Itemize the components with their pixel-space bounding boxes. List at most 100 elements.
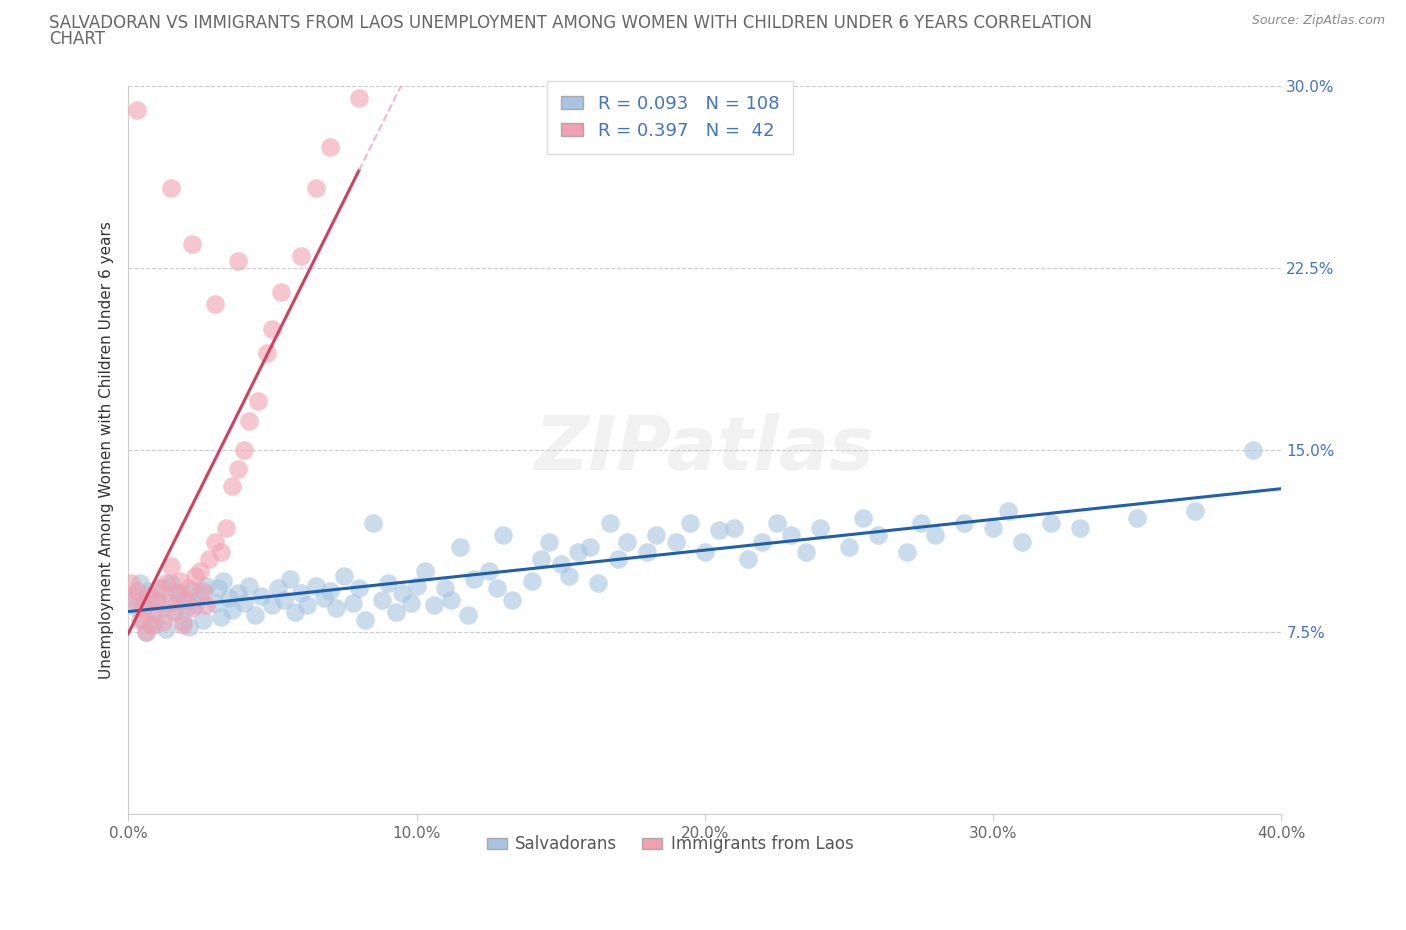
Point [141,593,163,608]
Point [578,539,600,554]
Point [808,520,831,535]
Point [486,581,509,596]
Point [250,588,273,603]
Point [866,527,889,542]
Point [226,253,249,268]
Point [174,593,197,608]
Point [371,593,394,608]
Point [558,568,581,583]
Point [399,595,422,610]
Point [262,321,284,336]
Point [910,515,932,530]
Point [529,551,551,566]
Point [128,612,150,627]
Point [193,612,215,627]
Point [1184,503,1206,518]
Point [636,544,658,559]
Point [478,564,501,578]
Point [204,297,226,312]
Point [226,586,249,601]
Point [215,520,238,535]
Point [120,576,142,591]
Point [141,618,163,632]
Point [157,595,180,610]
Point [143,618,166,632]
Point [567,544,589,559]
Point [125,600,148,615]
Point [188,564,211,578]
Point [267,581,290,596]
Point [180,236,202,251]
Point [122,593,145,608]
Point [172,618,194,632]
Point [195,598,218,613]
Point [794,544,817,559]
Point [232,443,254,458]
Point [218,591,240,605]
Point [852,511,875,525]
Text: CHART: CHART [49,30,105,47]
Point [212,574,235,589]
Point [155,576,177,591]
Point [155,622,177,637]
Point [125,103,148,118]
Point [405,578,427,593]
Point [152,615,174,630]
Point [997,503,1019,518]
Point [550,556,572,571]
Point [122,588,145,603]
Point [174,600,197,615]
Point [262,598,284,613]
Point [423,598,446,613]
Point [180,600,202,615]
Point [163,605,186,620]
Point [278,571,301,586]
Point [180,583,202,598]
Point [270,285,292,299]
Point [169,574,191,589]
Y-axis label: Unemployment Among Women with Children Under 6 years: Unemployment Among Women with Children U… [100,221,114,679]
Point [295,598,318,613]
Point [780,527,803,542]
Point [319,140,342,154]
Point [209,544,232,559]
Point [434,581,457,596]
Point [169,586,191,601]
Point [131,600,153,615]
Point [177,619,200,634]
Point [138,588,160,603]
Point [1126,511,1149,525]
Point [924,527,946,542]
Point [138,583,160,598]
Point [319,583,342,598]
Point [238,414,260,429]
Point [586,576,609,591]
Point [183,598,205,613]
Point [751,535,773,550]
Point [195,578,218,593]
Point [204,535,226,550]
Point [538,535,561,550]
Point [304,578,326,593]
Point [463,571,485,586]
Point [347,581,370,596]
Point [290,248,312,263]
Point [246,394,269,409]
Point [449,539,471,554]
Point [160,180,183,195]
Point [284,605,307,620]
Point [709,523,731,538]
Point [737,551,759,566]
Point [243,607,266,622]
Point [693,544,716,559]
Point [896,544,918,559]
Text: SALVADORAN VS IMMIGRANTS FROM LAOS UNEMPLOYMENT AMONG WOMEN WITH CHILDREN UNDER : SALVADORAN VS IMMIGRANTS FROM LAOS UNEMP… [49,14,1092,32]
Point [838,539,860,554]
Point [188,586,211,601]
Point [166,586,188,601]
Point [226,462,249,477]
Point [135,624,157,639]
Point [1241,443,1264,458]
Point [146,593,169,608]
Point [273,593,295,608]
